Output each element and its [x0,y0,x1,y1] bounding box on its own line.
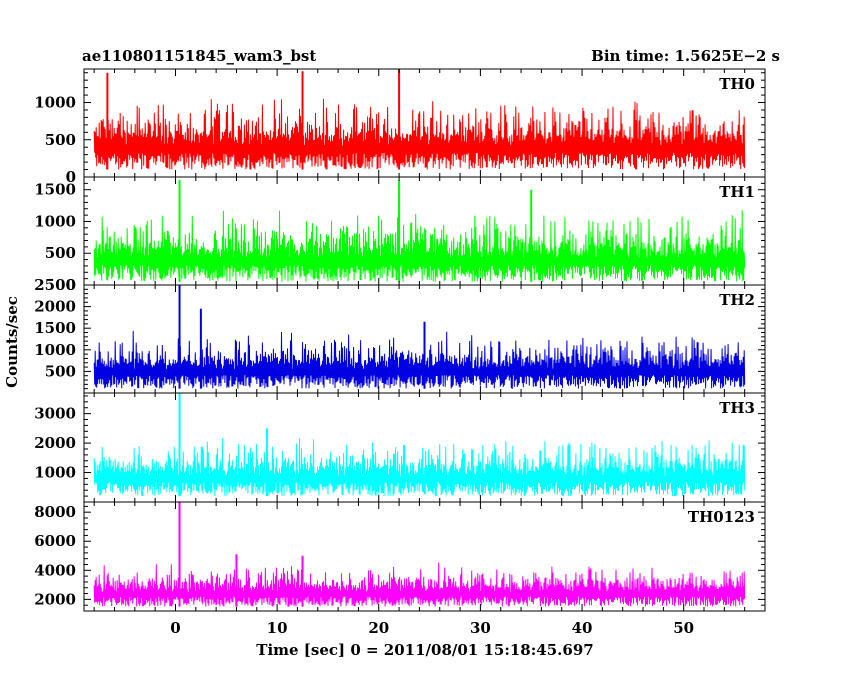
y-tick-label: 3000 [34,405,76,423]
y-tick-label: 8000 [34,503,76,521]
panel-th2: 500 1000 1500 2000 2500 TH2 [34,276,766,394]
panel-th1: 0 500 1000 1500 TH1 [34,176,766,294]
bin-time-label: Bin time: 1.5625E−2 s [591,47,780,65]
y-tick-label: 0 [66,276,76,294]
x-tick-label: 50 [673,619,694,637]
series-line-th2 [93,330,746,389]
y-tick-label: 2000 [34,590,76,608]
y-tick-label: 1000 [34,94,76,112]
series-line-th3 [93,437,746,497]
panel-frame [83,501,766,612]
y-tick-label: 2000 [34,298,76,316]
y-tick-label: 500 [45,244,76,262]
x-tick-label: 30 [470,619,491,637]
panel-label: TH3 [719,399,755,417]
panel-frame [83,68,766,178]
panel-th0: 0 500 1000 TH0 [34,68,766,186]
series-line-th1 [93,209,746,282]
x-tick-label: 20 [368,619,389,637]
panel-label: TH2 [719,291,755,309]
x-tick-label: 0 [170,619,180,637]
y-tick-label: 2500 [34,276,76,294]
y-tick-label: 500 [45,362,76,380]
y-tick-label: 500 [45,131,76,149]
panel-label: TH0 [719,75,755,93]
panel-label: TH0123 [688,508,755,526]
x-tick-label: 40 [572,619,593,637]
series-line-th0123 [93,562,746,607]
x-tick-label: 10 [267,619,288,637]
y-tick-label: 1000 [34,464,76,482]
y-tick-label: 6000 [34,532,76,550]
y-tick-label: 4000 [34,561,76,579]
y-tick-label: 2000 [34,434,76,452]
panel-th3: 1000 2000 3000 TH3 [34,392,766,503]
series-line-th0 [93,98,746,170]
y-axis-label: Counts/sec [3,296,21,388]
panel-th0123: 2000 4000 6000 8000 TH0123 [34,501,766,612]
y-tick-label: 0 [66,168,76,186]
y-tick-label: 1500 [34,181,76,199]
y-tick-label: 1500 [34,319,76,337]
y-tick-label: 1000 [34,212,76,230]
panel-label: TH1 [719,183,755,201]
x-axis-label: Time [sec] 0 = 2011/08/01 15:18:45.697 [256,641,593,659]
figure-title: ae110801151845_wam3_bst [82,47,316,65]
y-tick-label: 1000 [34,341,76,359]
